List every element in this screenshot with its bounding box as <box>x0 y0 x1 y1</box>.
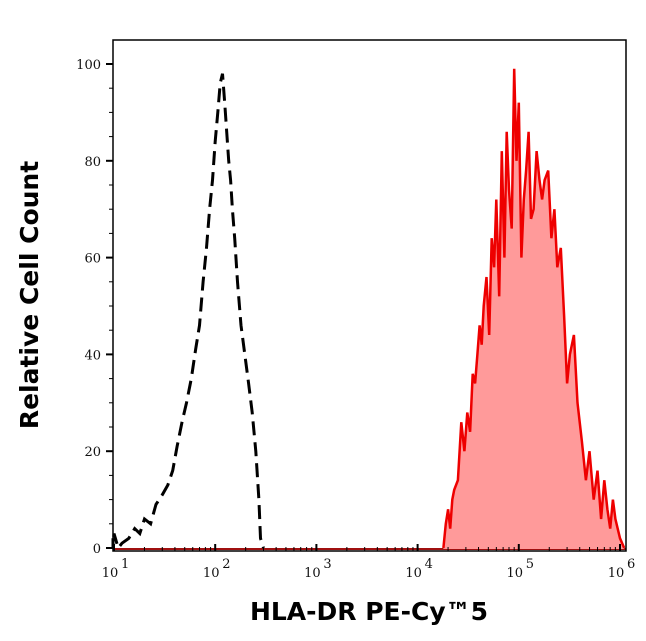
x-tick-label: 10 <box>608 566 625 581</box>
y-tick-label: 20 <box>84 445 101 460</box>
x-tick-exponent: 2 <box>222 557 230 572</box>
y-axis-title: Relative Cell Count <box>15 161 44 429</box>
y-tick-label: 40 <box>84 348 101 363</box>
x-tick-exponent: 4 <box>425 557 433 572</box>
x-tick-label: 10 <box>304 566 321 581</box>
x-tick-exponent: 3 <box>323 557 331 572</box>
series-layer <box>111 68 626 552</box>
x-axis-title: HLA-DR PE-Cy™5 <box>250 597 488 626</box>
x-tick-exponent: 1 <box>121 557 129 572</box>
series-fill-1 <box>443 68 625 550</box>
x-tick-label: 10 <box>405 566 422 581</box>
y-tick-label: 100 <box>76 58 101 73</box>
y-tick-label: 0 <box>93 542 101 557</box>
series-line-1 <box>442 68 626 549</box>
plot-frame <box>112 39 627 552</box>
x-tick-label: 10 <box>203 566 220 581</box>
x-tick-label: 10 <box>102 566 119 581</box>
y-tick-label: 80 <box>84 155 101 170</box>
y-axis: 0 20 40 60 80 100 <box>76 58 113 557</box>
x-tick-exponent: 6 <box>627 557 635 572</box>
x-tick-label: 10 <box>507 566 524 581</box>
y-tick-label: 60 <box>84 252 101 267</box>
x-tick-exponent: 5 <box>526 557 534 572</box>
series-line-0 <box>111 73 265 552</box>
